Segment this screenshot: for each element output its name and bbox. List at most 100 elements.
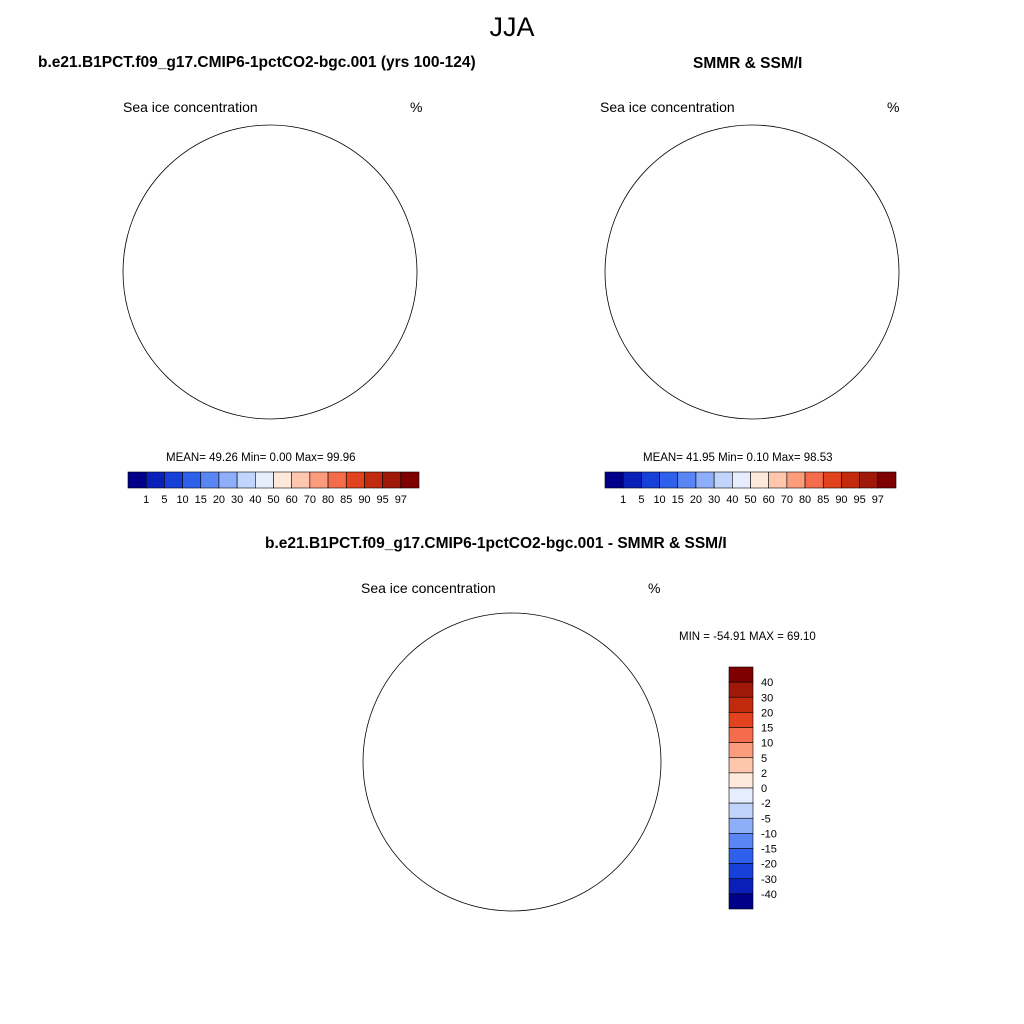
- panel-2-variable-label: Sea ice concentration: [600, 99, 735, 115]
- cbar3-tick-label: 30: [761, 692, 773, 704]
- cbar1-swatch: [182, 471, 202, 489]
- cbar2-swatch: [822, 471, 842, 489]
- cbar2-tick-label: 60: [763, 494, 775, 506]
- cbar3-swatch: [728, 848, 754, 864]
- cbar3-swatch: [728, 696, 754, 713]
- cbar2-swatch: [768, 471, 788, 489]
- cbar1-swatch: [218, 471, 238, 489]
- panel-3-variable-label: Sea ice concentration: [361, 580, 496, 596]
- cbar2-tick-label: 1: [620, 494, 626, 506]
- cbar1-tick-label: 80: [322, 494, 334, 506]
- cbar2-tick-label: 40: [726, 494, 738, 506]
- cbar3-swatch: [728, 893, 754, 910]
- panel-3-title: b.e21.B1PCT.f09_g17.CMIP6-1pctCO2-bgc.00…: [265, 535, 727, 552]
- cbar3-swatch: [728, 787, 754, 804]
- cbar2-tick-label: 50: [744, 494, 756, 506]
- cbar1-tick-label: 40: [249, 494, 261, 506]
- cbar2-tick-label: 97: [872, 494, 884, 506]
- panel-1-map: [122, 124, 418, 420]
- cbar1-swatch: [255, 471, 274, 489]
- cbar1-tick-label: 10: [176, 494, 188, 506]
- cbar1-tick-label: 50: [267, 494, 279, 506]
- cbar2-swatch: [750, 471, 769, 489]
- panel-1-units-label: %: [410, 99, 423, 115]
- cbar2-swatch: [695, 471, 715, 489]
- cbar3-swatch: [728, 666, 754, 683]
- cbar1-swatch: [273, 471, 292, 489]
- cbar2-tick-label: 10: [653, 494, 665, 506]
- cbar1-swatch: [309, 471, 329, 489]
- cbar3-swatch: [728, 863, 754, 880]
- cbar3-tick-label: 20: [761, 707, 773, 719]
- cbar3-tick-label: 15: [761, 723, 773, 735]
- cbar3-tick-label: -40: [761, 889, 777, 901]
- cbar2-swatch: [641, 471, 660, 489]
- cbar2-tick-label: 70: [781, 494, 793, 506]
- cbar3-tick-label: -20: [761, 859, 777, 871]
- cbar3-tick-label: 0: [761, 783, 767, 795]
- panel-2-colorbar: 1 5 10 15 20 30 40 50 60 70 80 85 90 95 97: [604, 471, 897, 506]
- cbar3-swatch: [728, 727, 754, 743]
- cbar1-tick-label: 60: [286, 494, 298, 506]
- cbar2-tick-label: 90: [835, 494, 847, 506]
- panel-3-stats: MIN = -54.91 MAX = 69.10: [679, 631, 816, 643]
- cbar3-swatch: [728, 757, 754, 774]
- cbar3-tick-label: -2: [761, 798, 771, 810]
- cbar1-tick-label: 70: [304, 494, 316, 506]
- cbar3-swatch: [728, 878, 754, 895]
- cbar2-swatch: [659, 471, 679, 489]
- cbar2-tick-label: 85: [817, 494, 829, 506]
- cbar3-tick-label: -5: [761, 813, 771, 825]
- cbar3-swatch: [728, 681, 754, 698]
- cbar1-tick-label: 1: [143, 494, 149, 506]
- cbar2-swatch: [677, 471, 697, 489]
- cbar2-tick-label: 15: [672, 494, 684, 506]
- cbar2-swatch: [859, 471, 879, 489]
- cbar2-tick-label: 80: [799, 494, 811, 506]
- cbar2-swatch: [732, 471, 751, 489]
- cbar1-swatch: [327, 471, 347, 489]
- cbar1-swatch: [127, 471, 147, 489]
- panel-2-stats: MEAN= 41.95 Min= 0.10 Max= 98.53: [643, 452, 833, 464]
- cbar1-tick-label: 85: [340, 494, 352, 506]
- cbar3-tick-label: -15: [761, 844, 777, 856]
- panel-3-map: [362, 612, 662, 912]
- cbar1-swatch: [400, 471, 420, 489]
- figure-title: JJA: [489, 12, 535, 42]
- cbar1-swatch: [200, 471, 220, 489]
- cbar2-tick-label: 30: [708, 494, 720, 506]
- panel-1-title: b.e21.B1PCT.f09_g17.CMIP6-1pctCO2-bgc.00…: [38, 54, 476, 71]
- cbar2-swatch: [786, 471, 806, 489]
- cbar1-swatch: [345, 471, 365, 489]
- cbar1-tick-label: 15: [195, 494, 207, 506]
- cbar3-tick-label: 5: [761, 753, 767, 765]
- cbar3-tick-label: 2: [761, 768, 767, 780]
- cbar2-tick-label: 20: [690, 494, 702, 506]
- cbar2-swatch: [713, 471, 733, 489]
- panel-2-title: SMMR & SSM/I: [693, 55, 803, 72]
- cbar3-tick-label: 40: [761, 677, 773, 689]
- cbar1-tick-label: 5: [161, 494, 167, 506]
- panel-3-units-label: %: [648, 580, 661, 596]
- cbar2-swatch: [804, 471, 824, 489]
- cbar2-swatch: [622, 471, 642, 489]
- cbar2-tick-label: 95: [854, 494, 866, 506]
- cbar1-tick-label: 30: [231, 494, 243, 506]
- panel-1-variable-label: Sea ice concentration: [123, 99, 258, 115]
- cbar3-tick-label: -10: [761, 828, 777, 840]
- cbar2-swatch: [604, 471, 624, 489]
- cbar3-swatch: [728, 817, 754, 834]
- cbar1-tick-label: 90: [358, 494, 370, 506]
- cbar1-swatch: [291, 471, 311, 489]
- panel-2-units-label: %: [887, 99, 900, 115]
- cbar3-tick-label: 10: [761, 738, 773, 750]
- cbar3-swatch: [728, 772, 754, 789]
- panel-2-map: [604, 124, 900, 420]
- cbar3-swatch: [728, 802, 754, 819]
- cbar3-tick-label: -30: [761, 874, 777, 886]
- cbar1-swatch: [364, 471, 383, 489]
- cbar1-tick-label: 20: [213, 494, 225, 506]
- panel-1-stats: MEAN= 49.26 Min= 0.00 Max= 99.96: [166, 452, 356, 464]
- cbar1-swatch: [236, 471, 256, 489]
